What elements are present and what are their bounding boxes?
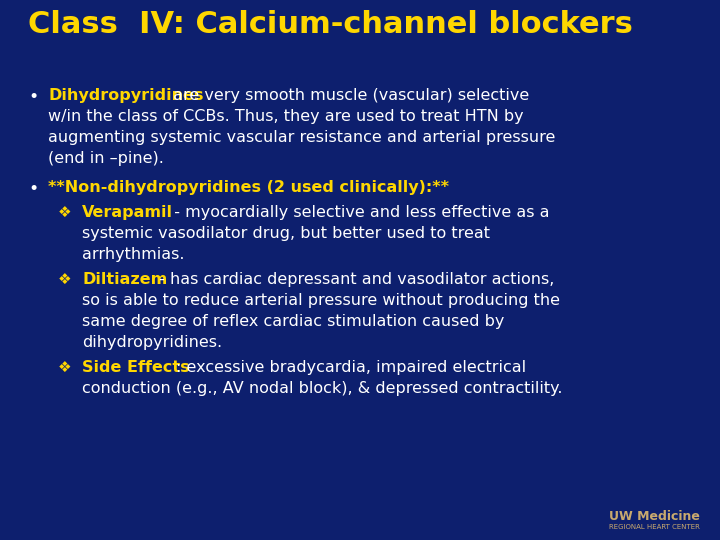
Text: augmenting systemic vascular resistance and arterial pressure: augmenting systemic vascular resistance … [48, 130, 555, 145]
Text: Side Effects: Side Effects [82, 360, 189, 375]
Text: ❖: ❖ [58, 205, 71, 220]
Text: UW Medicine: UW Medicine [609, 510, 700, 523]
Text: arrhythmias.: arrhythmias. [82, 247, 184, 262]
Text: Verapamil: Verapamil [82, 205, 173, 220]
Text: Diltiazem: Diltiazem [82, 272, 167, 287]
Text: systemic vasodilator drug, but better used to treat: systemic vasodilator drug, but better us… [82, 226, 490, 241]
Text: Class  IV: Calcium-channel blockers: Class IV: Calcium-channel blockers [28, 10, 633, 39]
Text: same degree of reflex cardiac stimulation caused by: same degree of reflex cardiac stimulatio… [82, 314, 505, 329]
Text: : excessive bradycardia, impaired electrical: : excessive bradycardia, impaired electr… [176, 360, 526, 375]
Text: are very smooth muscle (vascular) selective: are very smooth muscle (vascular) select… [168, 88, 529, 103]
Text: so is able to reduce arterial pressure without producing the: so is able to reduce arterial pressure w… [82, 293, 560, 308]
Text: conduction (e.g., AV nodal block), & depressed contractility.: conduction (e.g., AV nodal block), & dep… [82, 381, 562, 396]
Text: REGIONAL HEART CENTER: REGIONAL HEART CENTER [609, 524, 700, 530]
Text: ❖: ❖ [58, 272, 71, 287]
Text: ❖: ❖ [58, 360, 71, 375]
Text: Dihydropyridines: Dihydropyridines [48, 88, 204, 103]
Text: •: • [28, 180, 38, 198]
Text: - has cardiac depressant and vasodilator actions,: - has cardiac depressant and vasodilator… [154, 272, 554, 287]
Text: (end in –pine).: (end in –pine). [48, 151, 164, 166]
Text: •: • [28, 88, 38, 106]
Text: w/in the class of CCBs. Thus, they are used to treat HTN by: w/in the class of CCBs. Thus, they are u… [48, 109, 523, 124]
Text: dihydropyridines.: dihydropyridines. [82, 335, 222, 350]
Text: **Non-dihydropyridines (2 used clinically):**: **Non-dihydropyridines (2 used clinicall… [48, 180, 449, 195]
Text: - myocardially selective and less effective as a: - myocardially selective and less effect… [164, 205, 549, 220]
